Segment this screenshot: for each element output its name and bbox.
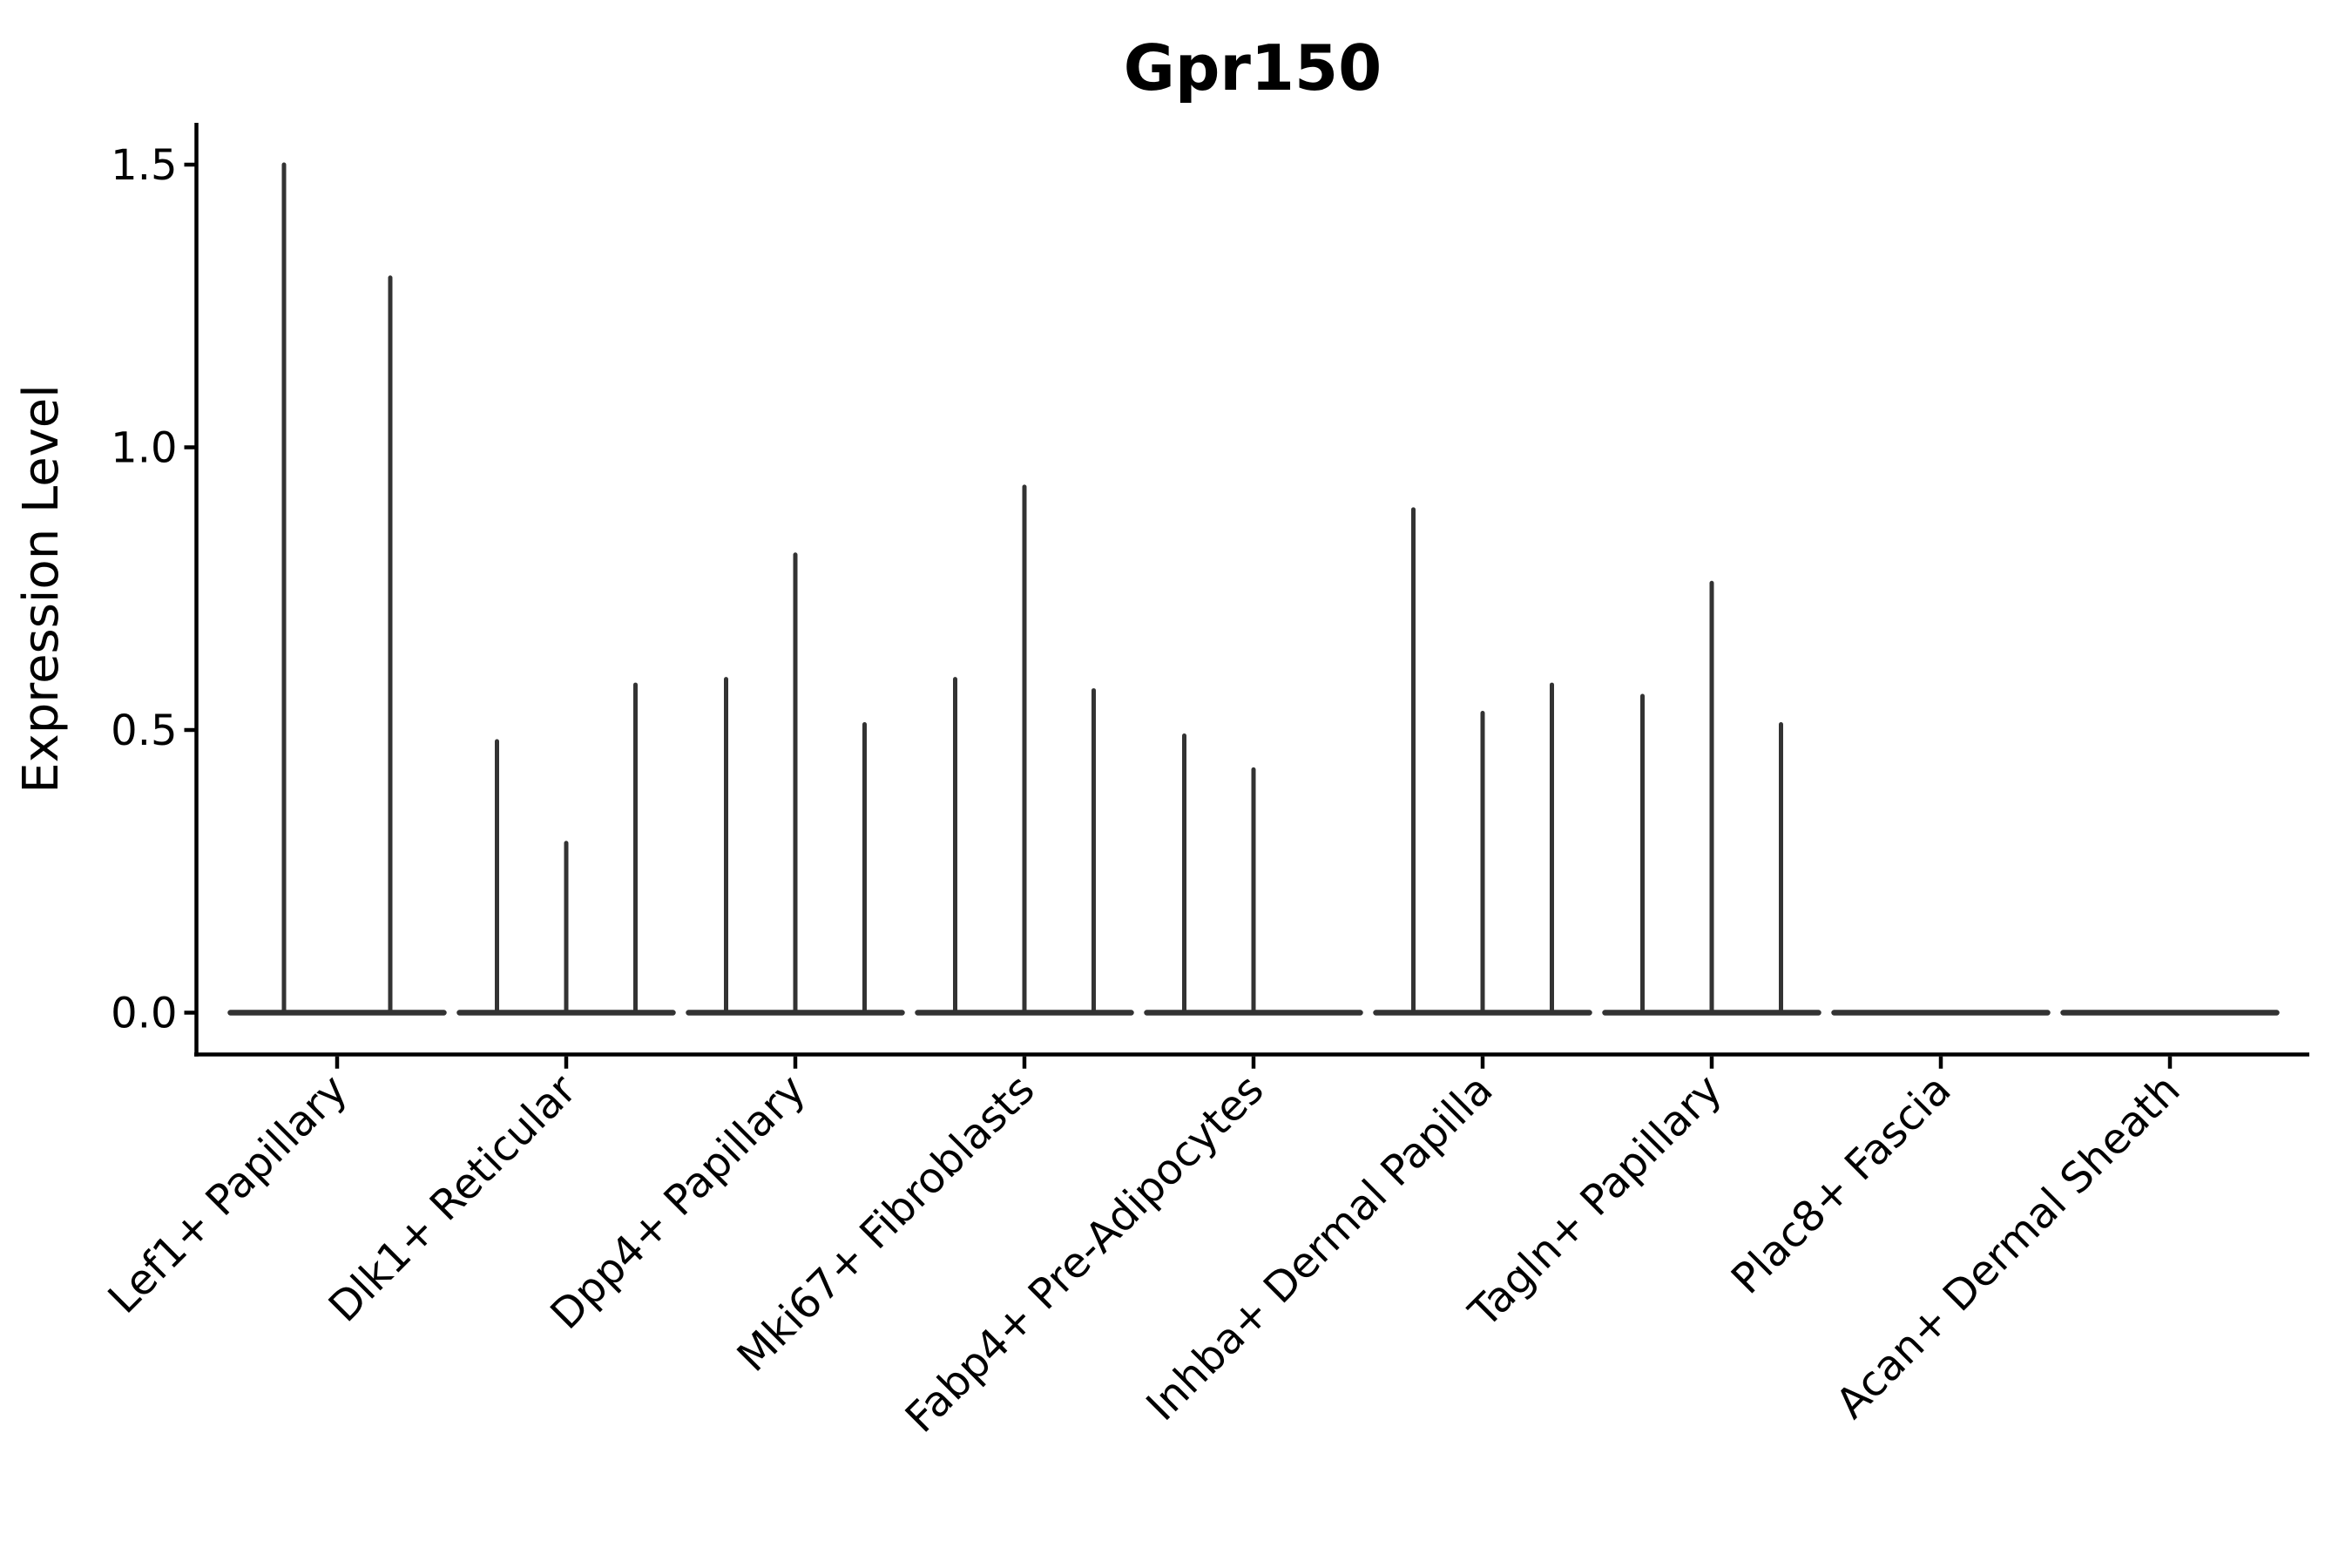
x-tick-label: Dlk1+ Reticular bbox=[320, 1065, 586, 1332]
y-axis-label: Expression Level bbox=[13, 384, 70, 794]
y-tick-label: 1.5 bbox=[111, 141, 177, 190]
y-tick-label: 1.0 bbox=[111, 424, 177, 473]
x-tick-label: Tagln+ Papillary bbox=[1459, 1065, 1731, 1337]
chart-title: Gpr150 bbox=[1124, 31, 1382, 105]
x-tick-label: Lef1+ Papillary bbox=[99, 1065, 357, 1323]
y-tick-label: 0.5 bbox=[111, 706, 177, 755]
y-tick-label: 0.0 bbox=[111, 990, 177, 1038]
x-tick-label: Plac8+ Fascia bbox=[1722, 1065, 1961, 1304]
x-tick-label: Dpp4+ Papillary bbox=[541, 1065, 814, 1339]
